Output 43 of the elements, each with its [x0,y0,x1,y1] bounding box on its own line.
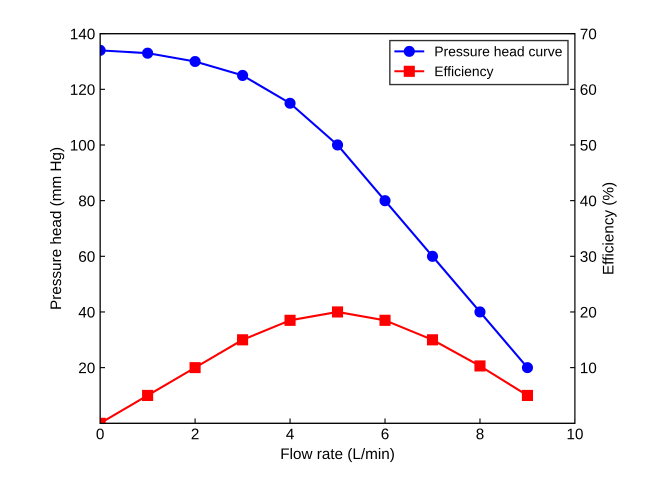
point [190,56,201,68]
x-tick-label: 6 [382,428,389,440]
y-tick-label: 20 [79,362,95,374]
y-tick-label: 40 [78,306,95,318]
point [379,314,391,326]
x-tick-label: 4 [286,428,294,440]
y2-tick-label: 40 [580,196,596,206]
point [426,250,438,262]
y-tick-label: 60 [79,251,95,262]
point [190,362,201,374]
y2-tick-label: 70 [580,28,596,40]
x-tick-label: 0 [96,428,104,440]
x-tick-label: 2 [192,428,199,440]
point [379,195,391,206]
legend-label: Pressure head curve [435,46,562,56]
y2-tick-label: 50 [580,140,596,151]
y2-tick-label: 20 [580,306,596,318]
y2-tick-label: 30 [580,251,596,262]
point [522,390,534,402]
y2-axis-title: Efficiency (%) [602,182,617,274]
point [237,70,248,81]
y2-tick-label: 10 [580,362,596,374]
point [332,306,344,318]
point [426,334,438,346]
y-tick-label: 80 [78,196,95,206]
point [474,360,486,372]
legend-label: Efficiency [435,66,494,80]
y-tick-label: 140 [70,28,95,40]
point [237,334,248,346]
point [522,362,534,374]
x-axis-title: Flow rate (L/min) [281,448,394,462]
point [284,314,296,326]
x-tick-label: 8 [476,428,484,440]
point [474,306,486,318]
point [142,48,154,59]
x-tick-label: 10 [568,428,583,440]
y-tick-label: 120 [70,84,95,96]
y2-tick-label: 60 [580,84,596,96]
point [284,98,296,109]
point [142,390,154,402]
y-tick-label: 100 [70,140,95,151]
point [332,139,344,151]
y-axis-title: Pressure head (mm Hg) [50,148,64,309]
